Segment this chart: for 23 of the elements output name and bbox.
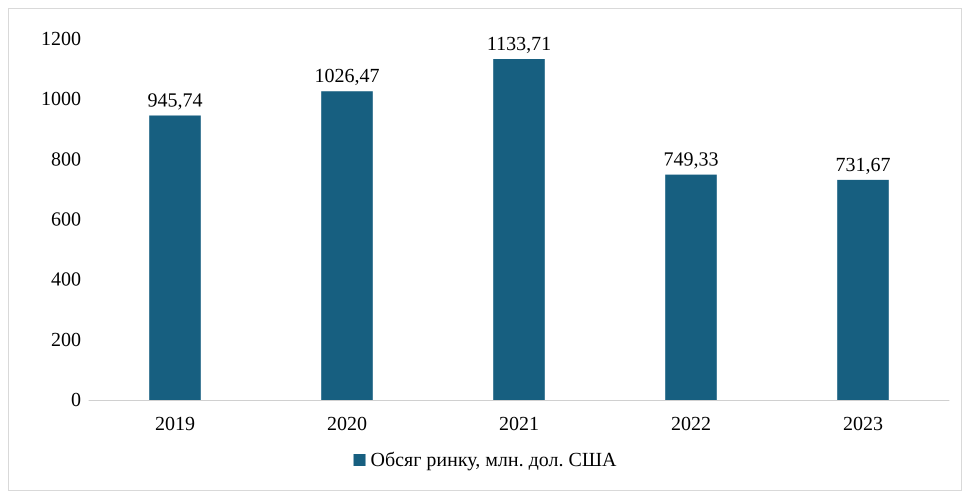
y-tick-label: 400 <box>51 268 81 291</box>
data-label: 749,33 <box>664 148 718 171</box>
data-label: 1026,47 <box>314 65 380 88</box>
data-label: 1133,71 <box>486 32 552 55</box>
y-tick-label: 1200 <box>41 28 81 50</box>
bar <box>665 174 717 400</box>
y-tick-label: 600 <box>51 208 81 230</box>
y-tick-label: 200 <box>51 328 81 351</box>
x-tick-label: 2021 <box>499 413 539 435</box>
x-tick-label: 2022 <box>671 413 711 435</box>
bar <box>321 91 373 400</box>
y-tick-label: 1000 <box>41 88 81 110</box>
x-tick-label: 2023 <box>843 413 883 435</box>
bar <box>493 58 545 400</box>
bar <box>837 180 889 400</box>
bar <box>149 115 201 400</box>
x-tick-label: 2019 <box>155 413 195 435</box>
x-tick-label: 2020 <box>327 413 367 435</box>
legend-label: Обсяг ринку, млн. дол. США <box>370 449 618 471</box>
y-tick-label: 0 <box>71 389 81 411</box>
data-label: 945,74 <box>148 89 202 112</box>
data-label: 731,67 <box>836 154 890 176</box>
y-tick-label: 800 <box>51 148 81 170</box>
